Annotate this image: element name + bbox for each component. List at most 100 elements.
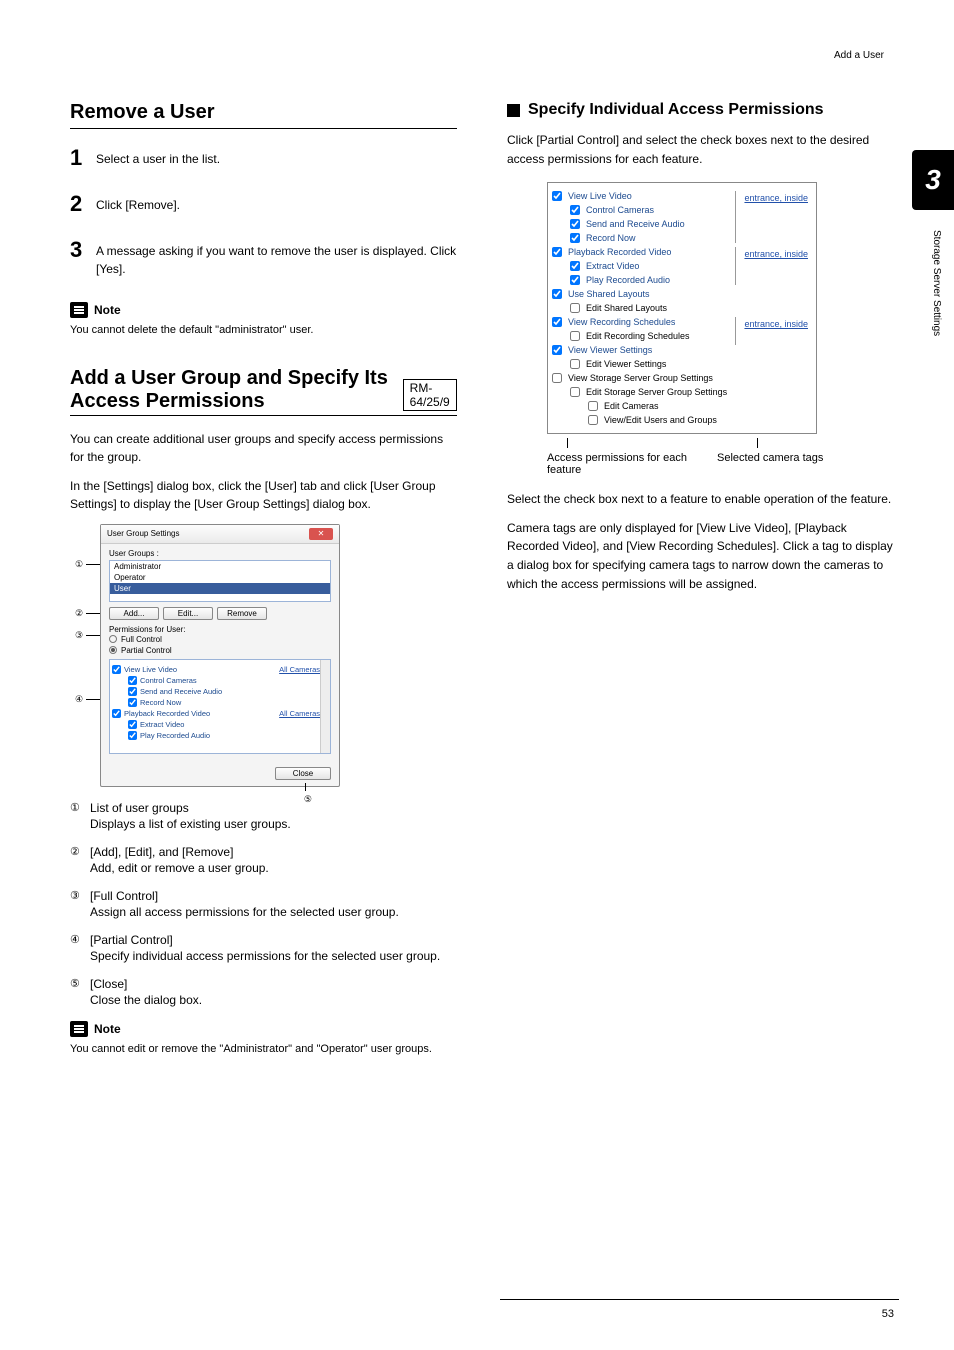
step-2: 2 Click [Remove]. <box>70 193 457 215</box>
close-icon[interactable]: ✕ <box>309 528 333 540</box>
note-body: You cannot delete the default "administr… <box>70 322 457 339</box>
dialog-titlebar: User Group Settings ✕ <box>101 525 339 544</box>
perm-label: Playback Recorded Video <box>568 247 671 257</box>
def-num: ⑤ <box>70 977 84 991</box>
list-item[interactable]: Operator <box>110 572 330 583</box>
def-num: ② <box>70 845 84 859</box>
remove-button[interactable]: Remove <box>217 607 267 620</box>
perm-label: View/Edit Users and Groups <box>604 415 717 425</box>
def-body: Assign all access permissions for the se… <box>90 903 457 921</box>
note-heading: Note <box>70 302 457 318</box>
perm-label: Edit Shared Layouts <box>586 303 667 313</box>
def-head: List of user groups <box>90 801 189 815</box>
square-bullet-icon <box>507 104 520 117</box>
callout-2: ② <box>72 606 86 620</box>
checkbox[interactable] <box>552 373 562 383</box>
specify-permissions-heading: Specify Individual Access Permissions <box>528 101 824 119</box>
checkbox[interactable] <box>128 687 137 696</box>
footer-rule <box>500 1299 899 1300</box>
camera-tag-link[interactable]: entrance, inside <box>744 319 808 329</box>
right-column: Specify Individual Access Permissions Cl… <box>507 101 894 1085</box>
def-head: [Full Control] <box>90 889 158 903</box>
checkbox[interactable] <box>570 219 580 229</box>
perm-label: View Viewer Settings <box>568 345 652 355</box>
perm-label: Extract Video <box>586 261 639 271</box>
paragraph: You can create additional user groups an… <box>70 430 457 467</box>
step-text: Select a user in the list. <box>96 147 220 169</box>
def-num: ④ <box>70 933 84 947</box>
perm-label: Edit Recording Schedules <box>586 331 690 341</box>
step-3: 3 A message asking if you want to remove… <box>70 239 457 278</box>
user-groups-list[interactable]: Administrator Operator User <box>109 560 331 602</box>
note-icon <box>70 1021 88 1037</box>
checkbox[interactable] <box>570 359 580 369</box>
checkbox[interactable] <box>128 731 137 740</box>
note-icon <box>70 302 88 318</box>
checkbox[interactable] <box>112 709 121 718</box>
paragraph: Select the check box next to a feature t… <box>507 490 894 509</box>
note-heading: Note <box>70 1021 457 1037</box>
list-item[interactable]: Administrator <box>110 561 330 572</box>
checkbox[interactable] <box>552 317 562 327</box>
header-breadcrumb: Add a User <box>70 50 894 61</box>
close-button[interactable]: Close <box>275 767 331 780</box>
perm-label: View Live Video <box>568 191 632 201</box>
add-button[interactable]: Add... <box>109 607 159 620</box>
user-groups-label: User Groups : <box>109 549 331 558</box>
perm-label: Control Cameras <box>586 205 654 215</box>
add-user-group-heading: Add a User Group and Specify Its Access … <box>70 367 403 413</box>
model-badge: RM-64/25/9 <box>403 379 457 411</box>
checkbox[interactable] <box>112 665 121 674</box>
checkbox[interactable] <box>552 191 562 201</box>
checkbox[interactable] <box>570 261 580 271</box>
def-head: [Partial Control] <box>90 933 173 947</box>
full-control-radio[interactable]: Full Control <box>109 634 331 645</box>
caption-row: Access permissions for each feature Sele… <box>547 452 897 476</box>
perm-label: Send and Receive Audio <box>586 219 685 229</box>
step-number: 2 <box>70 193 86 215</box>
checkbox[interactable] <box>570 205 580 215</box>
permissions-panel: View Live VideoAll Cameras Control Camer… <box>109 659 331 754</box>
checkbox[interactable] <box>570 233 580 243</box>
user-group-settings-dialog: ① ② ③ ④ User Group Settings ✕ User Group… <box>100 524 340 787</box>
perm-label: Edit Cameras <box>604 401 659 411</box>
checkbox[interactable] <box>570 303 580 313</box>
step-text: Click [Remove]. <box>96 193 180 215</box>
checkbox[interactable] <box>588 401 598 411</box>
checkbox[interactable] <box>552 247 562 257</box>
checkbox[interactable] <box>128 676 137 685</box>
left-column: Remove a User 1 Select a user in the lis… <box>70 101 457 1085</box>
camera-tag-link[interactable]: entrance, inside <box>744 193 808 203</box>
checkbox[interactable] <box>128 698 137 707</box>
note-label: Note <box>94 303 121 317</box>
perm-label: Edit Viewer Settings <box>586 359 666 369</box>
checkbox[interactable] <box>570 275 580 285</box>
callout-4: ④ <box>72 692 86 706</box>
checkbox[interactable] <box>552 345 562 355</box>
checkbox[interactable] <box>128 720 137 729</box>
step-number: 1 <box>70 147 86 169</box>
checkbox[interactable] <box>588 415 598 425</box>
callout-1: ① <box>72 557 86 571</box>
callout-5: ⑤ <box>304 794 312 805</box>
camera-tag-link[interactable]: entrance, inside <box>744 249 808 259</box>
all-cameras-link[interactable]: All Cameras <box>279 665 320 674</box>
checkbox[interactable] <box>570 387 580 397</box>
step-number: 3 <box>70 239 86 278</box>
list-item[interactable]: User <box>110 583 330 594</box>
perm-label: Use Shared Layouts <box>568 289 650 299</box>
scrollbar[interactable] <box>320 660 330 753</box>
def-head: [Add], [Edit], and [Remove] <box>90 845 233 859</box>
dialog-title: User Group Settings <box>107 529 179 538</box>
perm-label: Record Now <box>586 233 636 243</box>
chapter-tab: 3 <box>912 150 954 210</box>
paragraph: Click [Partial Control] and select the c… <box>507 131 894 168</box>
checkbox[interactable] <box>570 331 580 341</box>
def-head: [Close] <box>90 977 127 991</box>
edit-button[interactable]: Edit... <box>163 607 213 620</box>
checkbox[interactable] <box>552 289 562 299</box>
page-number: 53 <box>882 1308 894 1320</box>
partial-control-radio[interactable]: Partial Control <box>109 645 331 656</box>
all-cameras-link[interactable]: All Cameras <box>279 709 320 718</box>
note-label: Note <box>94 1022 121 1036</box>
